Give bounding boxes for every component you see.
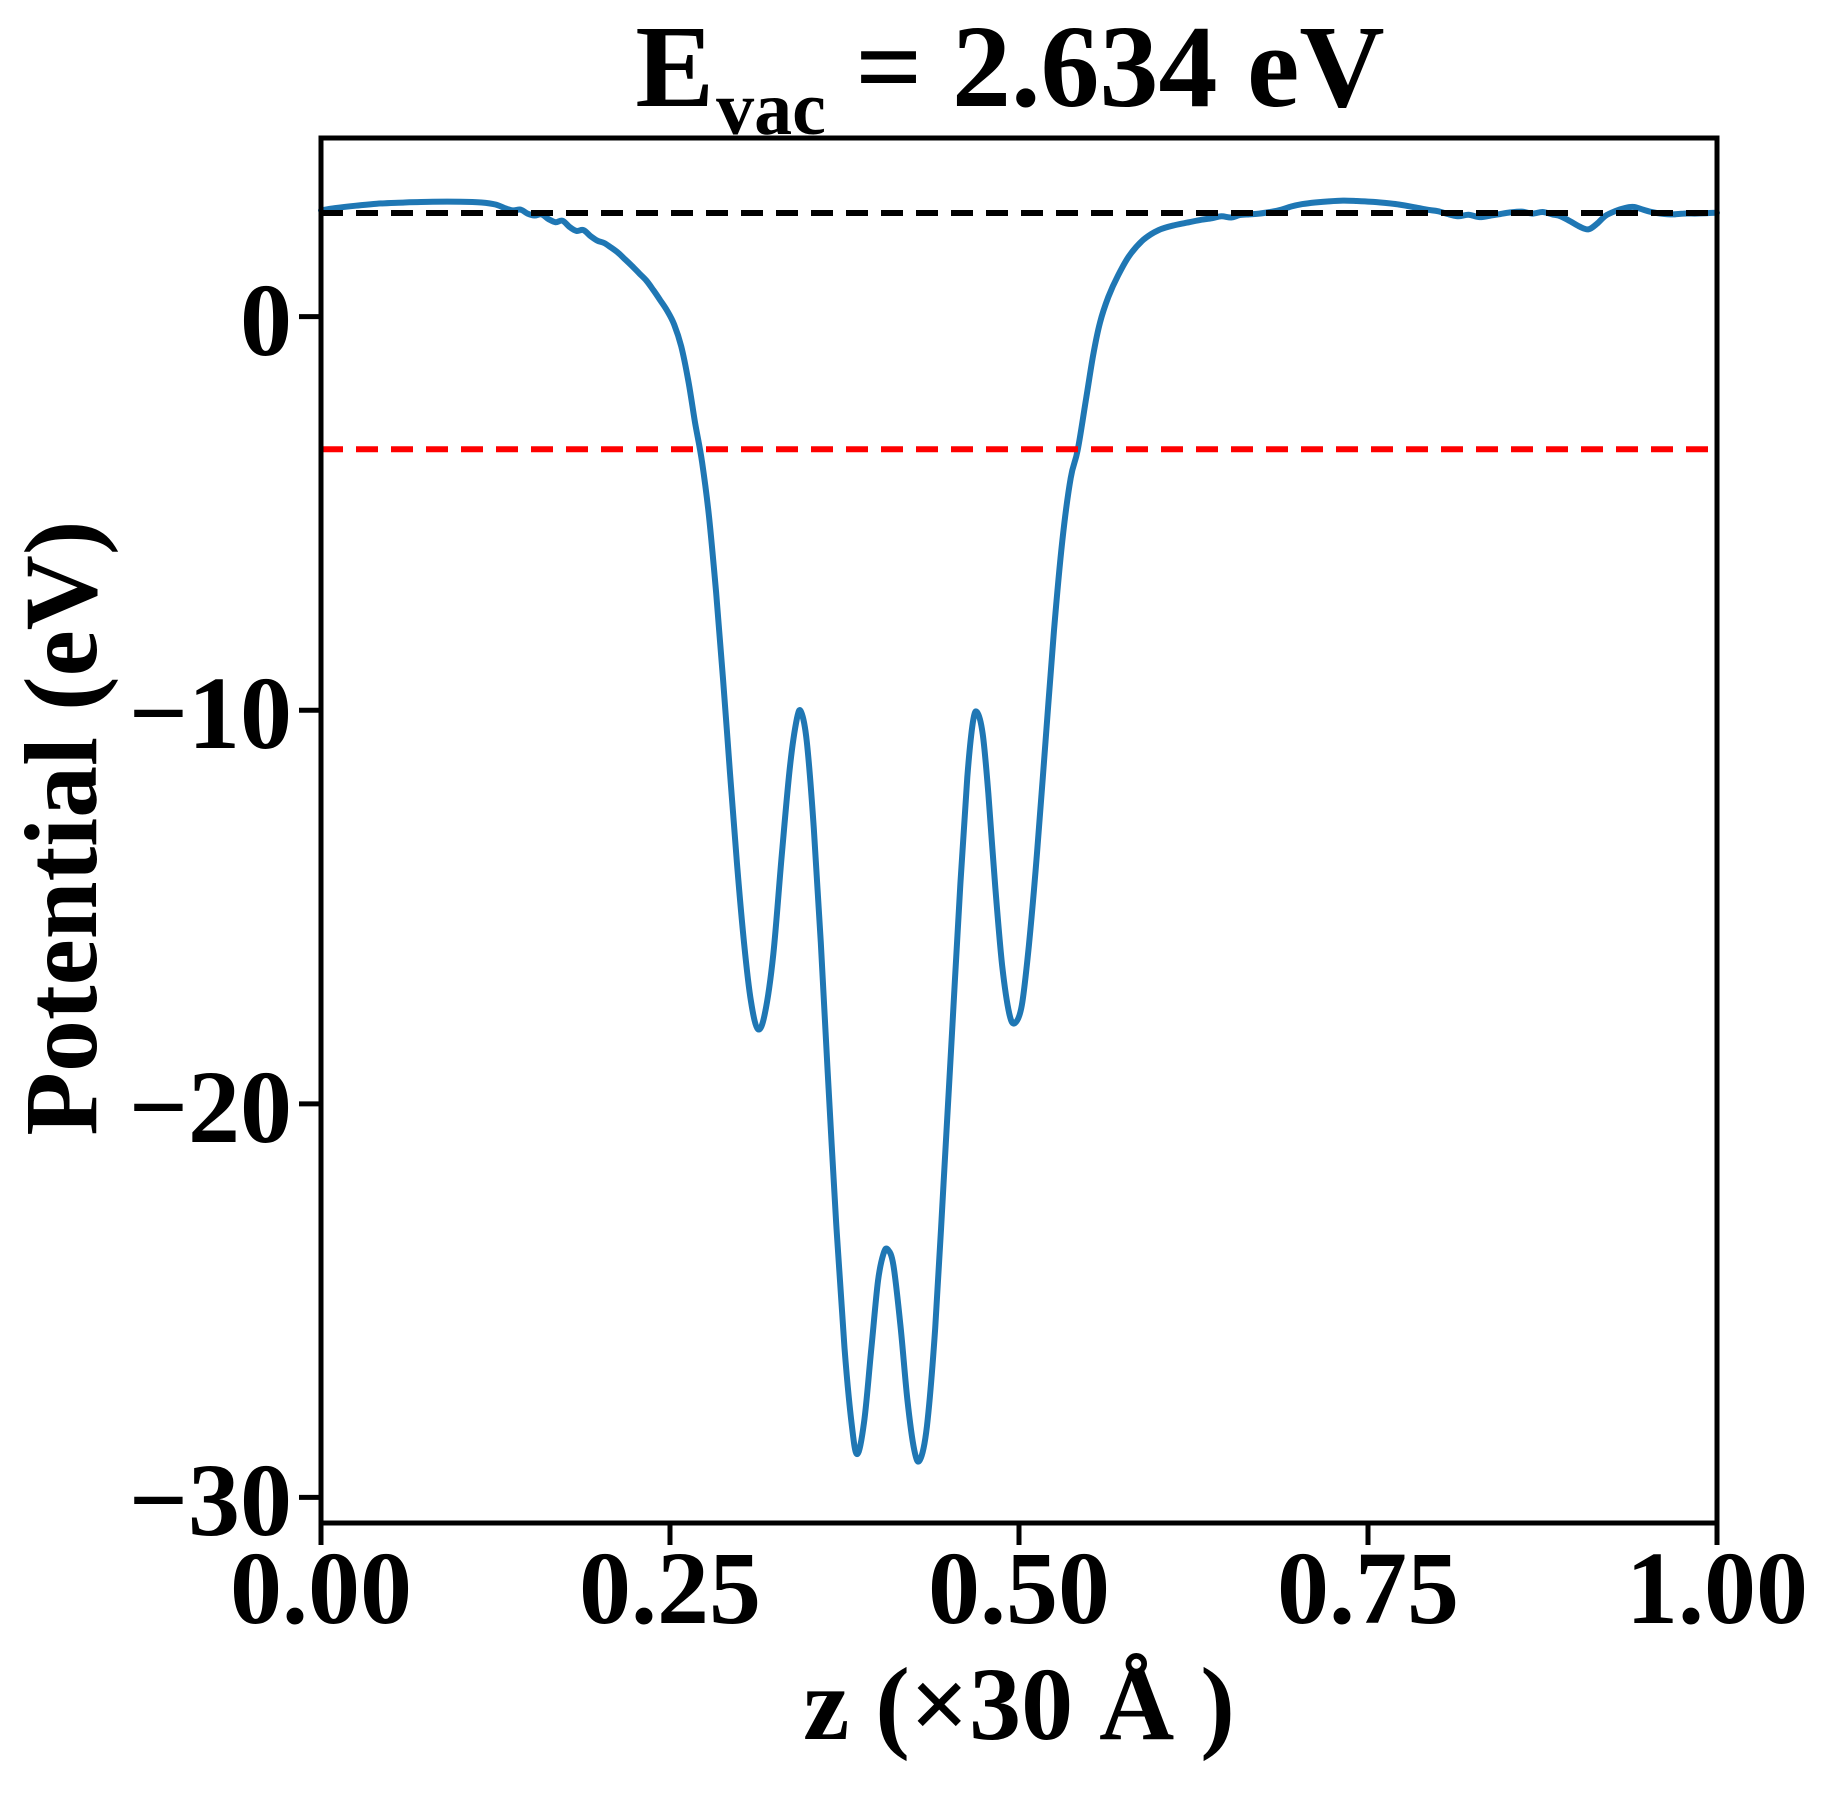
title-rest: = 2.634 eV [825,1,1385,132]
title-subscript: vac [716,67,826,151]
x-tick-label: 0.50 [928,1531,1110,1646]
x-tick-label: 0.75 [1277,1531,1459,1646]
plot-border [318,135,1720,1526]
x-tick-label: 1.00 [1626,1531,1808,1646]
title-base: E [635,1,715,132]
plot-title: Evac = 2.634 eV [635,2,1384,152]
potential-curve [318,197,1720,1465]
y-tick-label: −10 [128,656,292,772]
x-tick-label: 0.00 [230,1531,412,1646]
x-axis-label: z (×30 Å ) [803,1647,1235,1762]
x-tick-label: 0.25 [579,1531,761,1646]
y-tick-label: 0 [240,262,292,378]
y-tick-label: −20 [128,1049,292,1165]
y-tick-label: −30 [128,1443,292,1559]
y-axis-label: Potential (eV) [4,520,119,1136]
